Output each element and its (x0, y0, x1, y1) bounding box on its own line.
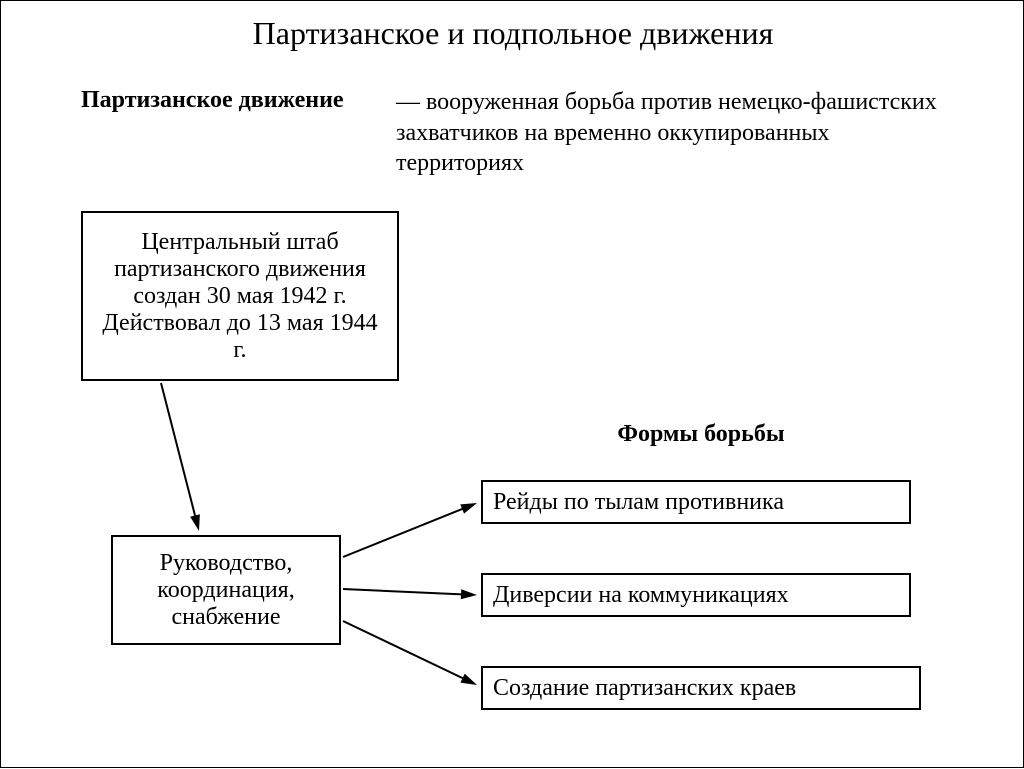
definition-term: Партизанское движение (81, 87, 344, 114)
node-hq-text: Центральный штаб партизанского движения … (93, 229, 387, 364)
node-form3: Создание партизанских краев (481, 666, 921, 710)
node-form2: Диверсии на коммуникациях (481, 573, 911, 617)
node-form1-text: Рейды по тылам противника (493, 489, 784, 516)
definition-body-text: вооруженная борьба против немецко-фашист… (396, 89, 937, 176)
node-form2-text: Диверсии на коммуникациях (493, 582, 789, 609)
definition-body: — вооруженная борьба против немецко-фаши… (396, 87, 956, 179)
forms-subheading: Формы борьбы (561, 421, 841, 448)
node-form3-text: Создание партизанских краев (493, 675, 796, 702)
node-form1: Рейды по тылам противника (481, 480, 911, 524)
diagram-canvas: Партизанское и подпольное движения Парти… (0, 0, 1024, 768)
node-coord: Руководство, координация, снабжение (111, 535, 341, 645)
definition-term-text: Партизанское движение (81, 87, 344, 113)
node-hq: Центральный штаб партизанского движения … (81, 211, 399, 381)
node-coord-text: Руководство, координация, снабжение (123, 550, 329, 631)
definition-dash: — (396, 89, 426, 115)
page-title: Партизанское и подпольное движения (1, 15, 1024, 52)
